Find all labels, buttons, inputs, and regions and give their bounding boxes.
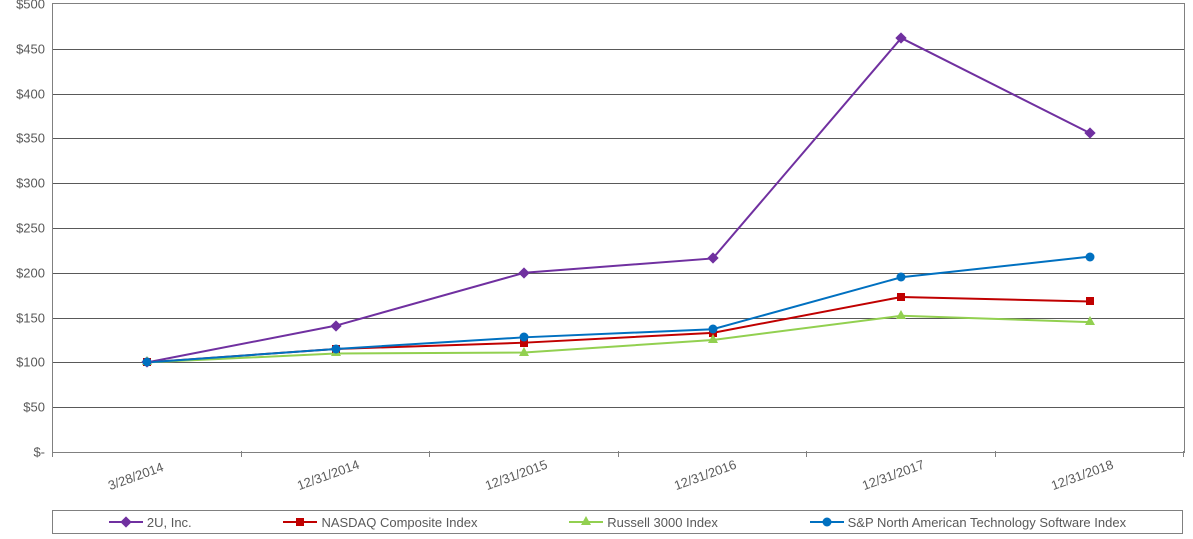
x-tick (52, 451, 53, 457)
data-point-marker (897, 273, 906, 282)
legend-swatch (810, 515, 844, 529)
legend-swatch (569, 515, 603, 529)
data-point-marker (897, 293, 905, 301)
y-tick-label: $300 (16, 176, 53, 191)
legend-swatch (109, 515, 143, 529)
x-tick-label: 12/31/2017 (860, 457, 926, 493)
data-point-marker (1085, 252, 1094, 261)
y-tick-label: $200 (16, 265, 53, 280)
data-point-marker (708, 334, 718, 343)
y-tick-label: $- (33, 445, 53, 460)
x-tick (429, 451, 430, 457)
gridline (53, 94, 1184, 95)
data-point-marker (519, 267, 530, 278)
x-tick-label: 12/31/2014 (295, 457, 361, 493)
data-point-marker (707, 253, 718, 264)
x-tick-label: 12/31/2016 (672, 457, 738, 493)
legend-label: S&P North American Technology Software I… (848, 515, 1126, 530)
stock-performance-chart: $- $50 $100 $150 $200 $250 $300 $350 $400 $450 $50… (0, 0, 1193, 539)
series-line (147, 316, 1090, 363)
y-tick-label: $250 (16, 221, 53, 236)
y-tick-label: $50 (23, 400, 53, 415)
legend-swatch (283, 515, 317, 529)
x-tick (806, 451, 807, 457)
y-tick-label: $500 (16, 0, 53, 12)
gridline (53, 362, 1184, 363)
data-point-marker (519, 347, 529, 356)
gridline (53, 49, 1184, 50)
legend-item: Russell 3000 Index (569, 515, 718, 530)
data-point-marker (330, 320, 341, 331)
legend-label: Russell 3000 Index (607, 515, 718, 530)
gridline (53, 273, 1184, 274)
x-tick (618, 451, 619, 457)
legend-item: S&P North American Technology Software I… (810, 515, 1126, 530)
gridline (53, 407, 1184, 408)
gridline (53, 138, 1184, 139)
x-tick-label: 12/31/2015 (483, 457, 549, 493)
data-point-marker (331, 344, 340, 353)
y-tick-label: $150 (16, 310, 53, 325)
legend-item: NASDAQ Composite Index (283, 515, 477, 530)
legend-item: 2U, Inc. (109, 515, 192, 530)
x-tick (995, 451, 996, 457)
gridline (53, 318, 1184, 319)
y-tick-label: $450 (16, 41, 53, 56)
data-point-marker (896, 310, 906, 319)
data-point-marker (1085, 316, 1095, 325)
legend: 2U, Inc. NASDAQ Composite Index Russell 30… (52, 510, 1183, 534)
y-tick-label: $100 (16, 355, 53, 370)
data-point-marker (1084, 127, 1095, 138)
x-tick-label: 12/31/2018 (1049, 457, 1115, 493)
y-tick-label: $350 (16, 131, 53, 146)
data-point-marker (1086, 297, 1094, 305)
data-point-marker (520, 333, 529, 342)
series-line (147, 297, 1090, 362)
data-point-marker (708, 325, 717, 334)
legend-label: 2U, Inc. (147, 515, 192, 530)
x-tick (241, 451, 242, 457)
x-tick (1183, 451, 1184, 457)
gridline (53, 183, 1184, 184)
series-line (147, 38, 1090, 362)
x-tick-label: 3/28/2014 (106, 459, 165, 493)
data-point-marker (896, 32, 907, 43)
data-point-marker (143, 358, 152, 367)
plot-area: $-$50$100$150$200$250$300$350$400$450$50… (52, 3, 1185, 453)
y-tick-label: $400 (16, 86, 53, 101)
legend-label: NASDAQ Composite Index (321, 515, 477, 530)
gridline (53, 228, 1184, 229)
